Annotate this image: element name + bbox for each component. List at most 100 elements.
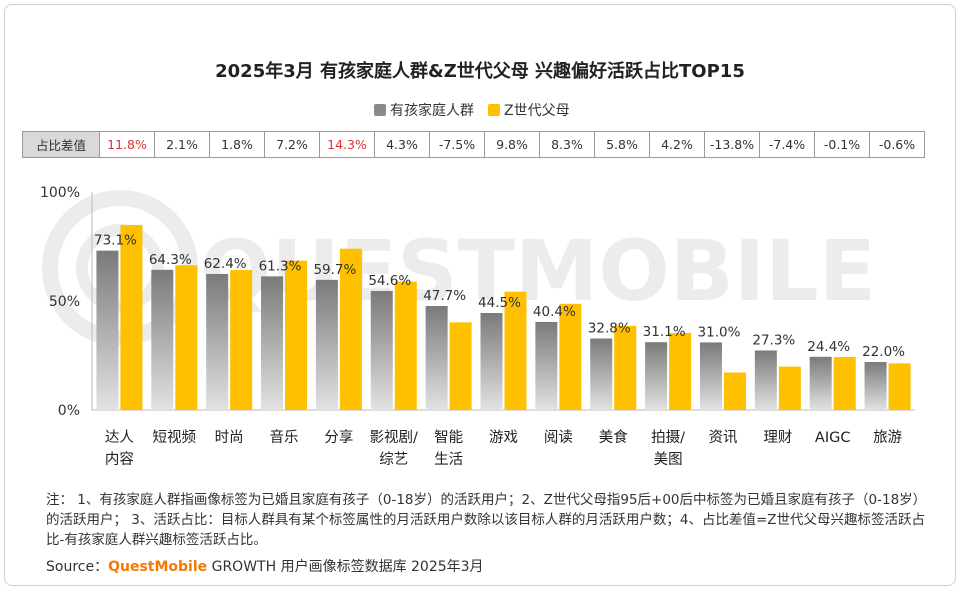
bar-Z世代父母 <box>175 265 198 410</box>
diff-cell: 5.8% <box>594 131 650 158</box>
diff-table: 占比差值 11.8% 2.1% 1.8% 7.2% 14.3% 4.3% -7.5% 9.8%… <box>22 131 925 158</box>
data-label: 31.0% <box>698 324 741 340</box>
data-label: 31.1% <box>643 324 686 340</box>
bar-Z世代父母 <box>778 366 801 410</box>
x-tick-label: 音乐 <box>270 429 299 446</box>
bar-Z世代父母 <box>339 248 362 410</box>
watermark-text: QUESTMOBILE <box>200 222 876 320</box>
y-axis: 0% 50% 100% <box>40 185 915 419</box>
diff-cell: 9.8% <box>484 131 540 158</box>
bar-Z世代父母 <box>833 357 856 410</box>
y-tick-label: 0% <box>58 403 80 419</box>
data-label: 44.5% <box>478 295 521 311</box>
bar-有孩家庭人群 <box>590 338 613 410</box>
x-tick-label: AIGC <box>815 430 851 446</box>
legend-label: Z世代父母 <box>504 103 570 119</box>
data-label: 62.4% <box>204 256 247 272</box>
diff-table-row: 占比差值 11.8% 2.1% 1.8% 7.2% 14.3% 4.3% -7.5% 9.8%… <box>22 131 925 158</box>
legend-swatch-gold <box>488 104 500 116</box>
diff-cell: 4.3% <box>374 131 430 158</box>
diff-cell: -13.8% <box>704 131 760 158</box>
bar-有孩家庭人群 <box>206 273 229 410</box>
data-label: 27.3% <box>752 332 795 348</box>
bar-有孩家庭人群 <box>645 342 668 410</box>
diff-cell: -0.6% <box>869 131 925 158</box>
chart-title: 2025年3月 有孩家庭人群&Z世代父母 兴趣偏好活跃占比TOP15 <box>215 61 745 82</box>
x-tick-label: 短视频 <box>153 429 197 446</box>
bar-有孩家庭人群 <box>535 321 558 410</box>
bar-有孩家庭人群 <box>315 279 338 410</box>
diff-cell: -7.5% <box>429 131 485 158</box>
diff-cell: 7.2% <box>264 131 320 158</box>
x-tick-label: 理财 <box>763 429 792 446</box>
data-label: 40.4% <box>533 304 576 320</box>
x-tick-label: 阅读 <box>544 429 573 446</box>
data-label: 24.4% <box>807 339 850 355</box>
bar-有孩家庭人群 <box>261 276 284 410</box>
y-tick-label: 50% <box>49 294 80 310</box>
x-tick-label: 旅游 <box>873 429 902 446</box>
x-tick-label: 游戏 <box>489 429 518 446</box>
source-prefix: Source： <box>46 559 109 575</box>
data-label: 54.6% <box>368 273 411 289</box>
diff-cell: 4.2% <box>649 131 705 158</box>
bar-有孩家庭人群 <box>754 350 777 410</box>
bars: 73.1% 64.3% 62.4% 61.3% 59.7% 54.6% 47.7% 44.5%… <box>94 224 911 410</box>
watermark: QUESTMOBILE <box>42 190 876 346</box>
bar-Z世代父母 <box>614 325 637 410</box>
legend-item-series-1: 有孩家庭人群 <box>374 100 474 120</box>
x-tick-label: 美食 <box>599 429 628 446</box>
bar-Z世代父母 <box>669 333 692 410</box>
diff-cell: -7.4% <box>759 131 815 158</box>
legend: 有孩家庭人群 Z世代父母 <box>374 100 570 120</box>
x-tick-label: 智能生活 <box>434 429 463 468</box>
bar-Z世代父母 <box>723 372 746 410</box>
legend-swatch-gray <box>374 104 386 116</box>
y-tick-label: 100% <box>40 185 80 201</box>
x-tick-label: 时尚 <box>215 429 244 446</box>
footnote: 注： 1、有孩家庭人群指画像标签为已婚且家庭有孩子（0-18岁）的活跃用户；2、… <box>46 492 926 548</box>
data-label: 47.7% <box>423 288 466 304</box>
bar-有孩家庭人群 <box>425 306 448 410</box>
bar-Z世代父母 <box>504 291 527 410</box>
bar-有孩家庭人群 <box>809 356 832 410</box>
bar-有孩家庭人群 <box>151 269 174 410</box>
x-tick-label: 拍摄/美图 <box>651 429 685 468</box>
data-label: 61.3% <box>259 258 302 274</box>
bar-Z世代父母 <box>888 363 911 410</box>
data-label: 32.8% <box>588 320 631 336</box>
bar-有孩家庭人群 <box>480 312 503 410</box>
bar-Z世代父母 <box>559 303 582 410</box>
source-text: GROWTH 用户画像标签数据库 2025年3月 <box>207 559 484 575</box>
data-label: 73.1% <box>94 233 137 249</box>
data-label: 64.3% <box>149 252 192 268</box>
bar-Z世代父母 <box>394 281 417 410</box>
source-brand: QuestMobile <box>108 559 208 575</box>
bar-有孩家庭人群 <box>699 342 722 410</box>
diff-cell: 8.3% <box>539 131 595 158</box>
legend-item-series-2: Z世代父母 <box>488 100 570 120</box>
bar-Z世代父母 <box>230 270 253 410</box>
diff-table-header: 占比差值 <box>22 131 100 158</box>
diff-cell: 11.8% <box>99 131 155 158</box>
bar-Z世代父母 <box>285 260 308 410</box>
diff-cell: 1.8% <box>209 131 265 158</box>
x-tick-label: 资讯 <box>708 429 737 446</box>
bar-有孩家庭人群 <box>370 290 393 410</box>
bar-有孩家庭人群 <box>96 250 119 410</box>
diff-cell: 2.1% <box>154 131 210 158</box>
x-tick-label: 影视剧/综艺 <box>370 429 418 468</box>
bar-Z世代父母 <box>120 224 143 410</box>
x-tick-label: 分享 <box>324 429 353 446</box>
data-label: 59.7% <box>313 262 356 278</box>
diff-cell: 14.3% <box>319 131 375 158</box>
bar-Z世代父母 <box>449 322 472 410</box>
diff-cell: -0.1% <box>814 131 870 158</box>
x-tick-label: 达人内容 <box>105 429 134 468</box>
legend-label: 有孩家庭人群 <box>390 103 474 119</box>
source-line: Source：QuestMobile GROWTH 用户画像标签数据库 2025… <box>46 556 484 576</box>
data-label: 22.0% <box>862 344 905 360</box>
bar-有孩家庭人群 <box>864 362 887 410</box>
